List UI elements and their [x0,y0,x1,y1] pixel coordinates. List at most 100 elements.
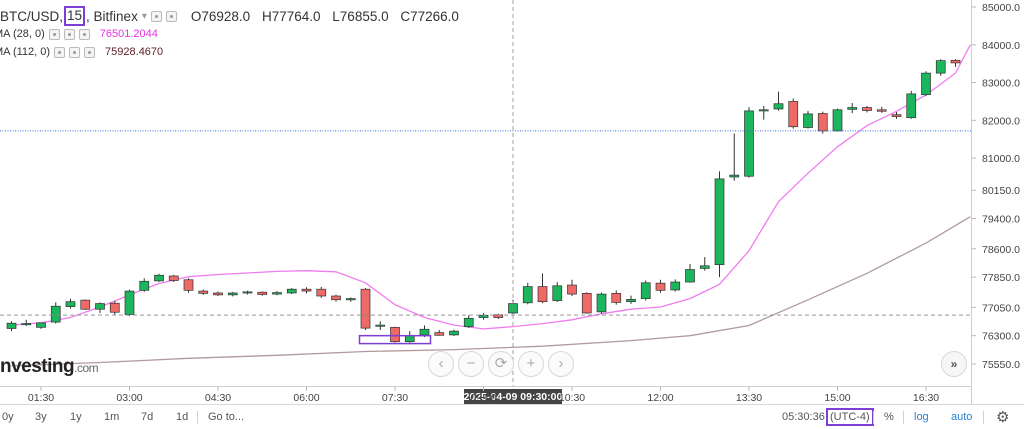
candle [862,105,872,113]
gear-icon[interactable]: ⚙ [996,409,1010,426]
candle [921,71,931,97]
candle-body [198,290,209,294]
y-tick-label: 85000.0 [982,2,1020,14]
candle-body [375,324,386,327]
candle-body [390,327,400,343]
candle-body [80,299,91,310]
y-tick-label: 76300.0 [982,331,1020,343]
candle [434,330,445,336]
candle [198,289,209,295]
timezone-selector[interactable]: (UTC-4) [826,408,874,426]
y-tick-label: 75550.0 [982,359,1020,371]
candle [935,59,946,76]
interval-label[interactable]: 15 [64,6,86,26]
candle [65,298,76,309]
range-1d[interactable]: 1d [176,411,189,423]
candle-body [6,322,17,329]
candle-body [183,279,194,291]
candle [714,171,725,278]
candle [611,290,622,305]
candle [449,329,459,337]
eye-icon[interactable] [63,28,75,40]
settings-icon[interactable] [150,10,162,22]
candle [139,278,150,292]
candle [950,59,961,67]
candle-body [419,328,430,336]
candle [213,291,223,296]
range-3y[interactable]: 3y [35,411,47,423]
candle [581,292,592,314]
candle-body [124,290,135,315]
candle [95,302,105,313]
candle [242,290,253,295]
candle-body [729,174,740,178]
range-7d[interactable]: 7d [141,411,154,423]
candle-body [685,269,695,283]
reset-zoom-button[interactable]: ⟳ [488,351,514,377]
scroll-left-button[interactable]: ‹ [428,351,454,377]
candle-body [242,291,253,294]
candle-body [552,285,563,301]
candle [522,282,533,305]
close-icon[interactable] [78,28,90,40]
candle [803,110,813,129]
candle-body [36,322,46,328]
candle-body [50,305,61,323]
candle-body [404,335,415,343]
candle-body [360,288,371,329]
goto-button[interactable]: Go to... [208,411,245,423]
dropdown-caret-icon[interactable]: ▾ [141,10,147,22]
candle-body [950,59,961,64]
range-0y[interactable]: 0y [2,411,14,423]
candle-body [744,110,754,177]
eye-icon[interactable] [69,46,81,58]
percent-toggle[interactable]: % [884,411,894,423]
settings-icon[interactable] [54,46,66,58]
candle [272,291,282,296]
eye-icon[interactable] [165,10,177,22]
zoom-out-button[interactable]: − [458,351,484,377]
candle-body [758,109,769,112]
candle [596,292,607,314]
ma28-label[interactable]: MA (28, 0) [0,28,45,40]
y-tick-label: 77050.0 [982,302,1020,314]
candle [567,279,577,296]
y-tick-label: 84000.0 [982,40,1020,52]
candle [124,289,135,317]
log-toggle[interactable]: log [914,411,929,423]
x-tick-label: 07:30 [382,392,408,404]
scroll-right-button[interactable]: › [548,351,574,377]
bottom-toolbar: 0y 3y 1y 1m 7d 1d Go to... 05:30:36 (UTC… [0,404,1024,429]
ma112-value: 75928.4670 [105,46,164,58]
scroll-to-end-button[interactable]: » [941,351,967,377]
plot-background [0,0,971,404]
auto-toggle[interactable]: auto [951,411,973,423]
close-icon[interactable] [84,46,96,58]
range-1y[interactable]: 1y [70,411,82,423]
y-tick-label: 82000.0 [982,115,1020,127]
candle [640,280,651,301]
price-chart[interactable]: 2025-04-09 09:30:0084102.283322.080035.2… [0,0,1024,404]
candle [154,273,164,283]
symbol-name[interactable]: BTC/USD, [0,8,64,24]
candle-body [847,107,858,110]
highlight-box [358,334,432,345]
range-1m[interactable]: 1m [104,411,120,423]
ma112-label[interactable]: MA (112, 0) [0,46,51,58]
candle [685,263,695,283]
settings-icon[interactable] [48,28,60,40]
candle [891,112,902,119]
x-tick-label: 10:30 [559,392,585,404]
x-tick-label: 09:00 [470,392,496,404]
crosshair-date-text: 2025-04-09 09:30:00 [464,391,563,403]
candle-body [567,284,577,295]
y-tick-label: 77850.0 [982,272,1020,284]
axes: 75550.0 76300.0 77050.0 77850.0 78600.0 79400… [0,0,1021,404]
candle [552,282,563,303]
candle-body [154,274,164,282]
y-tick-label: 80150.0 [982,185,1020,197]
candle [832,108,843,132]
zoom-in-button[interactable]: + [518,351,544,377]
candle [331,294,341,302]
candle-body [463,317,474,327]
